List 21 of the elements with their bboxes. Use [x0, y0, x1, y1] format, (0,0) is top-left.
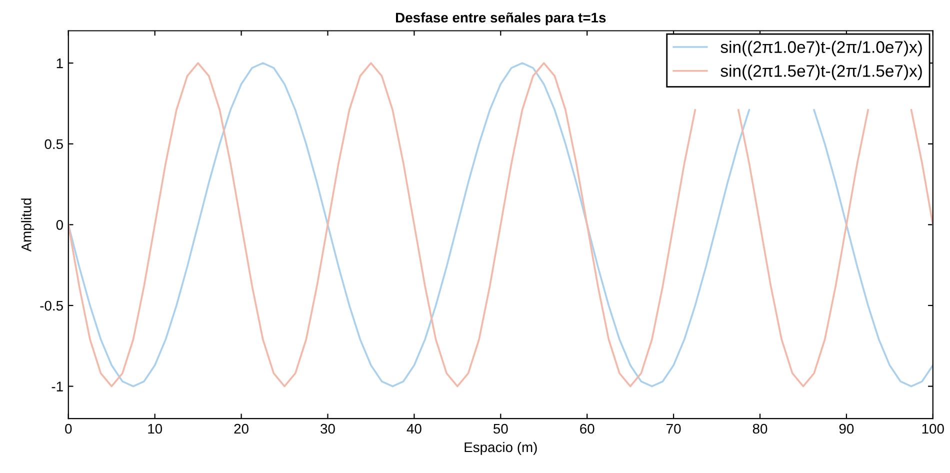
- y-tick-label: -0.5: [40, 300, 63, 311]
- legend-label: sin((2π1.5e7)t-(2π/1.5e7)x): [720, 64, 922, 80]
- x-tick-label: 90: [839, 424, 854, 434]
- x-tick-label: 80: [752, 424, 768, 434]
- x-tick-label: 10: [148, 424, 162, 434]
- y-tick-label: 1: [56, 58, 63, 68]
- chart-title: Desfase entre señales para t=1s: [396, 12, 606, 26]
- y-axis-title: Amplitud: [21, 198, 34, 252]
- x-axis-title: Espacio (m): [464, 442, 537, 455]
- y-tick-label: 0: [56, 220, 63, 230]
- y-tick-label: 0.5: [44, 139, 63, 150]
- y-tick-label: -1: [52, 382, 63, 392]
- x-tick-label: 60: [580, 424, 594, 434]
- x-tick-label: 50: [493, 424, 508, 434]
- x-tick-label: 100: [922, 424, 944, 434]
- x-tick-label: 0: [65, 424, 72, 434]
- x-tick-label: 40: [406, 424, 422, 434]
- x-tick-label: 70: [666, 424, 681, 434]
- legend-label: sin((2π1.0e7)t-(2π/1.0e7)x): [720, 40, 922, 56]
- x-tick-label: 30: [320, 424, 335, 434]
- x-tick-label: 20: [234, 424, 248, 434]
